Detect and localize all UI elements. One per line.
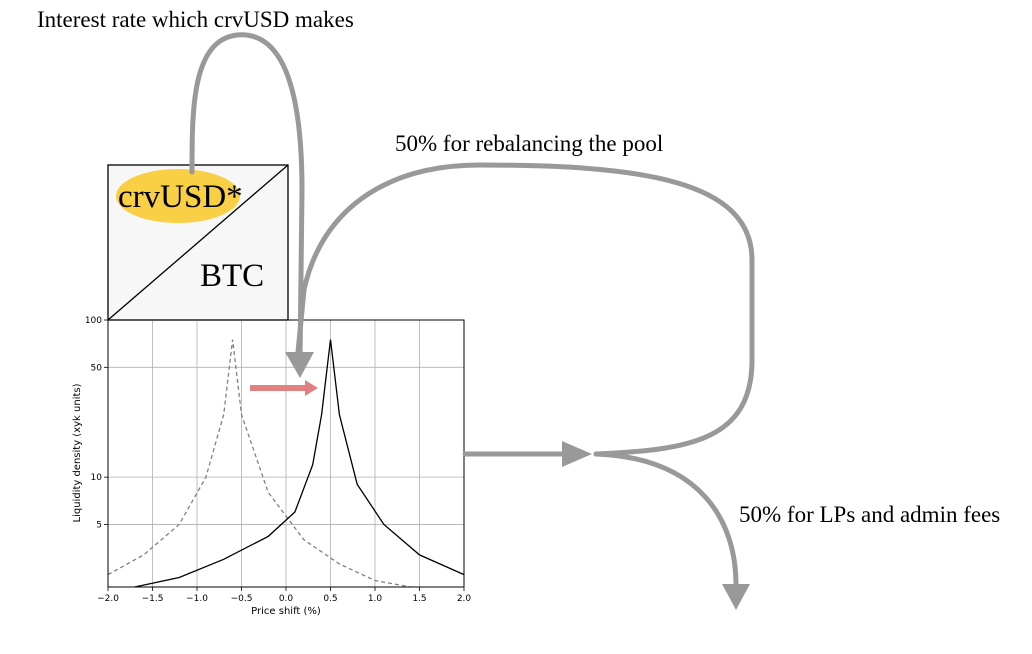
x-tick-label: 2.0 bbox=[457, 594, 472, 604]
x-tick-label: 1.0 bbox=[368, 594, 383, 604]
y-axis-ticks: 5 10 50 100 bbox=[85, 316, 108, 530]
x-axis-ticks: −2.0 −1.5 −1.0 −0.5 0.0 0.5 1.0 1.5 2.0 bbox=[97, 587, 471, 604]
chart-curves bbox=[107, 339, 465, 588]
x-axis-label: Price shift (%) bbox=[251, 606, 321, 617]
x-tick-label: −2.0 bbox=[97, 594, 119, 604]
liquidity-chart: −2.0 −1.5 −1.0 −0.5 0.0 0.5 1.0 1.5 2.0 5 10 50 100… bbox=[72, 316, 471, 617]
interest-rate-label: Interest rate which crvUSD makes bbox=[37, 7, 354, 32]
lp-fees-label: 50% for LPs and admin fees bbox=[739, 502, 1000, 527]
y-tick-label: 100 bbox=[85, 316, 102, 326]
rebalance-flow-arrow bbox=[295, 162, 755, 457]
x-tick-label: −1.5 bbox=[142, 594, 164, 604]
interest-flow-arrowhead bbox=[285, 352, 314, 378]
x-tick-label: −1.0 bbox=[186, 594, 208, 604]
x-tick-label: −0.5 bbox=[231, 594, 253, 604]
x-tick-label: 0.0 bbox=[279, 594, 294, 604]
lp-fees-flow-arrow bbox=[593, 451, 739, 588]
token-box: crvUSD* BTC bbox=[107, 164, 289, 321]
chart-grid bbox=[107, 319, 465, 587]
x-tick-label: 1.5 bbox=[412, 594, 426, 604]
lp-fees-flow-arrowhead bbox=[722, 584, 750, 610]
y-tick-label: 5 bbox=[96, 520, 102, 530]
x-tick-label: 0.5 bbox=[323, 594, 337, 604]
btc-label: BTC bbox=[200, 258, 264, 294]
y-tick-label: 50 bbox=[91, 363, 103, 373]
chart-output-arrowhead bbox=[562, 441, 592, 467]
price-shift-arrow bbox=[250, 380, 318, 396]
crvusd-highlight bbox=[116, 169, 240, 223]
curve-original bbox=[107, 339, 411, 588]
curve-shifted bbox=[134, 339, 465, 588]
y-tick-label: 10 bbox=[91, 473, 103, 483]
crvusd-label: crvUSD* bbox=[118, 179, 243, 215]
interest-flow-arrow bbox=[189, 32, 305, 363]
rebalance-label: 50% for rebalancing the pool bbox=[395, 131, 663, 156]
y-axis-label: Liquidity density (xyk units) bbox=[72, 383, 83, 522]
token-box-diagonal bbox=[107, 164, 289, 321]
